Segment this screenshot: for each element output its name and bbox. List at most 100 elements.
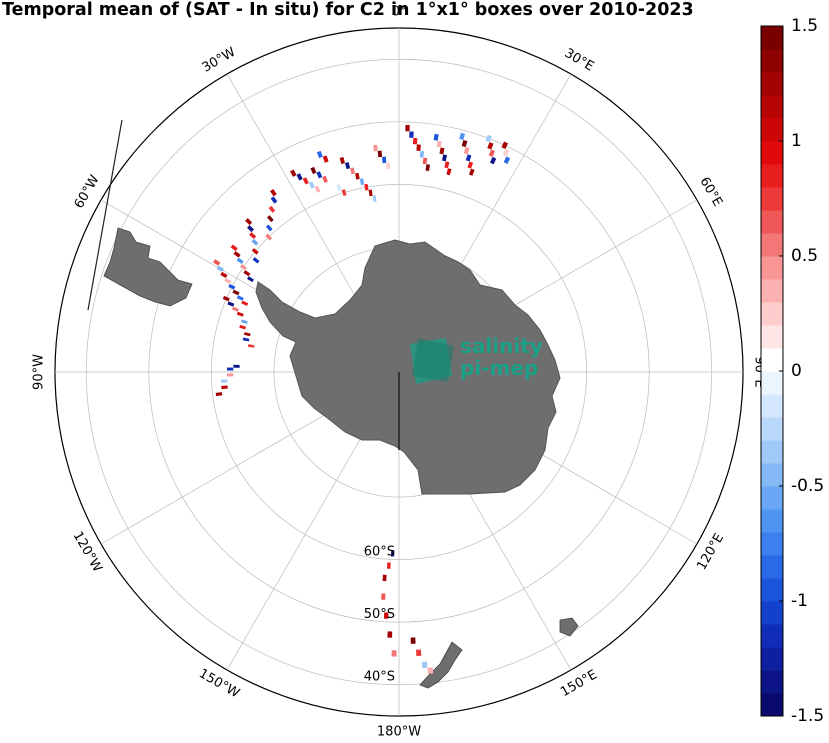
colorbar-tick-label: 0	[791, 361, 802, 381]
data-cell	[251, 238, 259, 246]
data-cell	[230, 244, 238, 252]
colorbar-segment	[761, 670, 783, 694]
data-cell	[251, 248, 259, 255]
data-cell	[215, 392, 223, 397]
colorbar-tick-label: 0.5	[791, 246, 818, 266]
colorbar-tick-label: -1.5	[791, 706, 824, 726]
colorbar-segment	[761, 371, 783, 395]
data-cell	[382, 156, 387, 164]
data-cell	[270, 189, 277, 197]
salinity-pi-mep-logo: salinity pi-mep	[408, 334, 548, 386]
data-cell	[236, 311, 244, 317]
colorbar-segment	[761, 49, 783, 73]
data-cell	[387, 631, 393, 638]
data-cell	[224, 277, 232, 284]
latitude-label: 50°S	[364, 607, 395, 622]
data-cell	[247, 225, 255, 233]
data-cell	[386, 162, 391, 170]
data-cell	[391, 650, 397, 657]
data-cell	[421, 661, 428, 669]
colorbar-segment	[761, 164, 783, 188]
new-zealand	[419, 641, 463, 689]
data-cell	[382, 574, 387, 582]
colorbar-segment	[761, 509, 783, 533]
data-cell	[265, 224, 273, 232]
colorbar-segment	[761, 601, 783, 625]
colorbar-segment	[761, 72, 783, 96]
data-cell	[359, 178, 365, 186]
data-cell	[422, 157, 428, 165]
data-cell	[463, 147, 470, 155]
data-cell	[487, 142, 494, 150]
logo-text-line2: pi-mep	[460, 356, 539, 380]
colorbar-segment	[761, 26, 783, 50]
colorbar-segment	[761, 325, 783, 349]
data-cell	[341, 189, 347, 197]
data-cell	[322, 175, 328, 183]
colorbar-segment	[761, 233, 783, 257]
data-cell	[446, 168, 452, 176]
latitude-label: 60°S	[364, 545, 395, 560]
colorbar-segment	[761, 555, 783, 579]
data-cell	[233, 364, 240, 368]
meridian-line	[226, 73, 369, 319]
data-cell	[252, 257, 260, 264]
data-cell	[350, 167, 356, 175]
data-cell	[314, 185, 321, 193]
data-cell	[243, 270, 251, 277]
data-cell	[465, 154, 472, 162]
data-cell	[213, 259, 221, 266]
data-cell	[416, 144, 421, 151]
data-cell	[383, 612, 389, 619]
data-cell	[467, 161, 474, 169]
data-cell	[336, 184, 342, 192]
data-cell	[427, 667, 434, 674]
longitude-label: 60°E	[696, 175, 725, 210]
data-cell	[268, 205, 276, 213]
data-cell	[485, 134, 492, 143]
data-cell	[442, 154, 448, 162]
data-cell	[247, 344, 255, 348]
colorbar-segment	[761, 394, 783, 418]
data-cell	[386, 562, 391, 569]
data-cell	[339, 157, 345, 165]
data-cell	[249, 232, 257, 239]
colorbar-segment	[761, 141, 783, 165]
data-cell	[461, 139, 468, 148]
data-cell	[310, 166, 317, 175]
data-cell	[239, 324, 247, 330]
data-cell	[222, 295, 230, 302]
data-cell	[232, 306, 239, 312]
data-cell	[436, 140, 442, 148]
colorbar-tick-label: -0.5	[791, 476, 824, 496]
data-cell	[425, 164, 430, 171]
data-cell	[502, 149, 510, 157]
data-cell	[236, 295, 244, 301]
data-cell	[459, 132, 466, 140]
data-cell	[373, 144, 378, 152]
data-cell	[270, 196, 278, 204]
data-cell	[468, 168, 475, 176]
colorbar-segment	[761, 118, 783, 142]
colorbar-segment	[761, 302, 783, 326]
colorbar-segment	[761, 256, 783, 280]
colorbar-segment	[761, 187, 783, 211]
data-cell	[216, 265, 224, 272]
data-cell	[228, 283, 236, 290]
data-cell	[220, 271, 228, 278]
latitude-label: 40°S	[364, 670, 395, 685]
logo-mark-icon	[410, 338, 454, 384]
data-cell	[302, 177, 309, 185]
colorbar-segment	[761, 486, 783, 510]
data-cell	[409, 131, 414, 138]
data-cell	[290, 169, 297, 177]
chart-title: Temporal mean of (SAT - In situ) for C2 …	[2, 0, 694, 20]
colorbar-segment	[761, 348, 783, 372]
data-cell	[227, 367, 234, 371]
data-cell	[410, 637, 416, 644]
data-cell	[390, 550, 395, 557]
data-cell	[405, 125, 410, 132]
longitude-label: 180°W	[377, 725, 421, 740]
data-cell	[233, 251, 241, 258]
